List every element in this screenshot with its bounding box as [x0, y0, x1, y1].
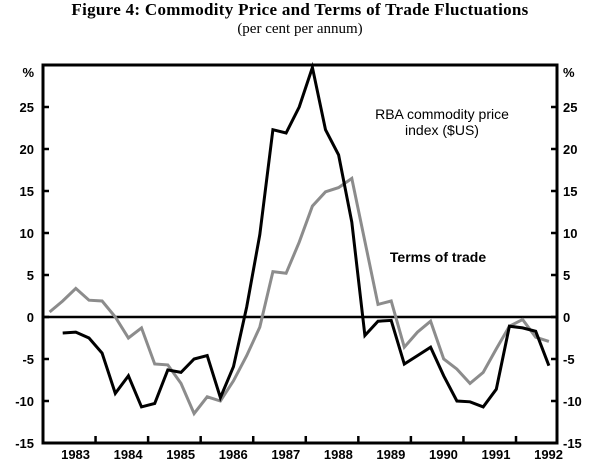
y-tick-label-left: -5 — [22, 352, 34, 367]
y-tick-label-left: 0 — [27, 310, 34, 325]
series-line-commodity-price — [62, 61, 551, 409]
chart-title: Figure 4: Commodity Price and Terms of T… — [71, 0, 529, 19]
y-tick-label-right: 5 — [563, 268, 570, 283]
y-tick-label-right: 25 — [563, 100, 577, 115]
y-tick-label-left: -15 — [15, 436, 34, 451]
x-tick-label: 1992 — [534, 447, 563, 462]
legend-label-terms-of-trade: Terms of trade — [390, 249, 486, 265]
x-tick-label: 1986 — [219, 447, 248, 462]
x-tick-label: 1983 — [61, 447, 90, 462]
y-axis-label-left: % — [22, 65, 34, 80]
y-tick-label-right: -15 — [563, 436, 582, 451]
chart-subtitle: (per cent per annum) — [237, 21, 363, 37]
x-tick-label: 1989 — [376, 447, 405, 462]
y-tick-label-right: 15 — [563, 184, 577, 199]
y-tick-label-left: 20 — [20, 142, 34, 157]
y-tick-label-left: -10 — [15, 394, 34, 409]
y-axis-label-right: % — [563, 65, 575, 80]
y-tick-label-right: 20 — [563, 142, 577, 157]
x-tick-label: 1991 — [482, 447, 511, 462]
x-tick-label: 1987 — [271, 447, 300, 462]
y-tick-label-left: 5 — [27, 268, 34, 283]
x-tick-label: 1984 — [114, 447, 144, 462]
x-tick-label: 1990 — [429, 447, 458, 462]
y-tick-label-left: 25 — [20, 100, 34, 115]
y-tick-label-right: -10 — [563, 394, 582, 409]
y-tick-label-right: 0 — [563, 310, 570, 325]
legend-label-commodity: RBA commodity price — [375, 106, 509, 122]
y-tick-label-right: 10 — [563, 226, 577, 241]
x-tick-label: 1988 — [324, 447, 353, 462]
legend-label-commodity-2: index ($US) — [405, 122, 479, 138]
y-tick-label-left: 15 — [20, 184, 34, 199]
y-tick-label-right: -5 — [563, 352, 575, 367]
series-line-terms-of-trade — [48, 175, 550, 417]
y-tick-label-left: 10 — [20, 226, 34, 241]
x-tick-label: 1985 — [166, 447, 195, 462]
plot-frame — [41, 63, 559, 445]
